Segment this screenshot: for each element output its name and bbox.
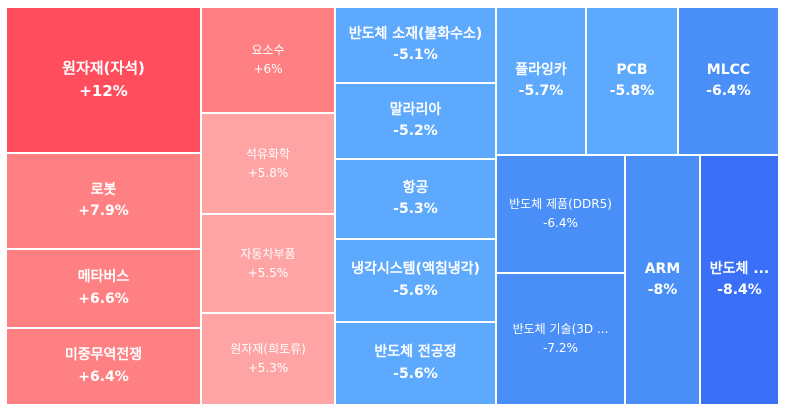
tile-change-label: -5.1%	[393, 47, 438, 63]
tile-change-label: +5.8%	[247, 165, 289, 180]
treemap-tile[interactable]: 플라잉카 -5.7%	[496, 7, 586, 155]
tile-change-label: -5.6%	[393, 365, 438, 382]
tile-name-label: 미중무역전쟁	[64, 347, 143, 363]
treemap-tile[interactable]: 메타버스 +6.6%	[6, 249, 201, 328]
tile-name-label: PCB	[616, 61, 648, 78]
tile-change-label: +7.9%	[78, 203, 129, 219]
tile-change-label: -5.8%	[609, 83, 655, 99]
tile-name-label: MLCC	[706, 61, 751, 78]
tile-change-label: -5.3%	[393, 201, 438, 217]
tile-change-label: +6.6%	[78, 290, 129, 307]
treemap-tile[interactable]: 원자재(희토류) +5.3%	[201, 313, 335, 405]
treemap-tile[interactable]: ARM -8%	[625, 155, 700, 405]
tile-change-label: -7.2%	[543, 341, 578, 355]
treemap-tile[interactable]: PCB -5.8%	[586, 7, 678, 155]
treemap-tile[interactable]: 말라리아 -5.2%	[335, 83, 496, 159]
tile-change-label: -5.6%	[393, 282, 438, 299]
tile-name-label: 메타버스	[77, 269, 130, 285]
treemap-tile[interactable]: 석유화학 +5.8%	[201, 113, 335, 214]
tile-change-label: +6%	[253, 62, 283, 76]
treemap-tile[interactable]: 항공 -5.3%	[335, 159, 496, 239]
tile-name-label: 반도체 전공정	[374, 344, 457, 360]
tile-name-label: 반도체 ...	[709, 260, 770, 277]
tile-change-label: -6.4%	[543, 216, 578, 230]
treemap-tile[interactable]: 요소수 +6%	[201, 7, 335, 113]
treemap-tile[interactable]: 반도체 ... -8.4%	[700, 155, 779, 405]
tile-name-label: 냉각시스템(액침냉각)	[351, 261, 480, 277]
treemap-tile[interactable]: 원자재(자석) +12%	[6, 7, 201, 153]
tile-change-label: -5.7%	[518, 83, 564, 99]
tile-change-label: +5.5%	[247, 265, 289, 280]
tile-name-label: 말라리아	[389, 101, 442, 118]
tile-name-label: 항공	[402, 179, 429, 196]
tile-name-label: 반도체 소재(불화수소)	[348, 25, 483, 42]
tile-name-label: 플라잉카	[515, 61, 567, 78]
tile-change-label: -8%	[647, 282, 678, 298]
tile-name-label: 원자재(희토류)	[230, 342, 306, 356]
tile-name-label: 자동차부품	[240, 246, 296, 261]
tile-name-label: 석유화학	[245, 146, 291, 161]
treemap-tile[interactable]: 반도체 전공정 -5.6%	[335, 322, 496, 405]
tile-name-label: 요소수	[251, 43, 285, 57]
tile-name-label: ARM	[644, 260, 681, 277]
tile-change-label: -6.4%	[706, 83, 751, 99]
treemap-tile[interactable]: 반도체 제품(DDR5) -6.4%	[496, 155, 625, 273]
treemap-tile[interactable]: 냉각시스템(액침냉각) -5.6%	[335, 239, 496, 322]
tile-change-label: -5.2%	[393, 123, 438, 139]
treemap-tile[interactable]: 반도체 기술(3D ... -7.2%	[496, 273, 625, 405]
treemap-tile[interactable]: 자동차부품 +5.5%	[201, 214, 335, 313]
treemap-tile[interactable]: 반도체 소재(불화수소) -5.1%	[335, 7, 496, 83]
tile-name-label: 반도체 제품(DDR5)	[509, 197, 612, 211]
tile-name-label: 반도체 기술(3D ...	[512, 322, 609, 336]
tile-change-label: +12%	[79, 82, 128, 100]
treemap-tile[interactable]: 로봇 +7.9%	[6, 153, 201, 249]
treemap-tile[interactable]: 미중무역전쟁 +6.4%	[6, 328, 201, 405]
tile-name-label: 로봇	[90, 181, 117, 198]
tile-change-label: -8.4%	[717, 282, 762, 298]
tile-name-label: 원자재(자석)	[62, 59, 145, 78]
tile-change-label: +6.4%	[78, 368, 129, 385]
tile-change-label: +5.3%	[247, 361, 289, 375]
treemap-tile[interactable]: MLCC -6.4%	[678, 7, 779, 155]
